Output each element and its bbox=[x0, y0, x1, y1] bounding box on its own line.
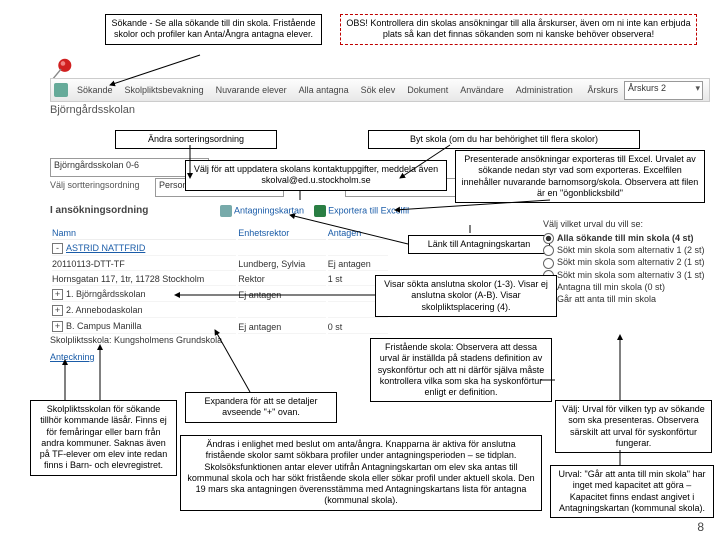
callout-bottom: Ändras i enlighet med beslut om anta/ång… bbox=[180, 435, 542, 511]
nav-sokande[interactable]: Sökande bbox=[77, 85, 113, 95]
callout-byt-skola: Byt skola (om du har behörighet till fle… bbox=[368, 130, 640, 149]
callout-contact: Välj för att uppdatera skolans kontaktup… bbox=[185, 160, 447, 191]
callout-excel: Presenterade ansökningar exporteras till… bbox=[455, 150, 705, 203]
anteckning-link[interactable]: Anteckning bbox=[50, 352, 95, 362]
main-toolbar: Sökande Skolpliktsbevakning Nuvarande el… bbox=[50, 78, 710, 102]
tab-antagningskartan[interactable]: Antagningskartan bbox=[220, 205, 304, 219]
toolbar-icon bbox=[54, 83, 68, 97]
table-row[interactable]: +2. Annebodaskolan bbox=[52, 304, 388, 318]
section-title: I ansökningsordning bbox=[50, 205, 148, 216]
table-row[interactable]: +B. Campus ManillaEj antagen0 st bbox=[52, 320, 388, 334]
expand-icon[interactable]: + bbox=[52, 321, 63, 332]
nav-skolplikt[interactable]: Skolpliktsbevakning bbox=[125, 85, 204, 95]
skolplikt-row: Skolpliktsskola: Kungsholmens Grundskola bbox=[50, 335, 222, 345]
sort-label: Välj sortteringsordning bbox=[50, 180, 140, 190]
callout-sort: Ändra sorteringsordning bbox=[115, 130, 277, 149]
nav-nuvarande[interactable]: Nuvarande elever bbox=[216, 85, 287, 95]
filter-option[interactable]: Sökt min skola som alternativ 2 (1 st) bbox=[543, 256, 708, 268]
filter-option[interactable]: Sökt min skola som alternativ 1 (2 st) bbox=[543, 244, 708, 256]
arskurs-label: Årskurs bbox=[587, 85, 618, 95]
filter-option[interactable]: Antagna till min skola (0 st) bbox=[543, 281, 708, 293]
expand-icon[interactable]: + bbox=[52, 305, 63, 316]
filter-panel: Välj vilket urval du vill se: Alla sökan… bbox=[543, 218, 708, 305]
excel-icon bbox=[314, 205, 326, 217]
table-row[interactable]: -ASTRID NATTFRID bbox=[52, 242, 388, 256]
applicant-table: NamnEnhetsrektorAntagen -ASTRID NATTFRID… bbox=[50, 225, 390, 336]
nav-admin[interactable]: Administration bbox=[516, 85, 573, 95]
table-row[interactable]: +1. BjörngårdsskolanEj antagen bbox=[52, 288, 388, 302]
page-number: 8 bbox=[697, 520, 704, 534]
filter-option[interactable]: Alla sökande till min skola (4 st) bbox=[543, 232, 708, 244]
callout-urval: Urval: "Går att anta till min skola" har… bbox=[550, 465, 714, 518]
table-row: Hornsgatan 117, 1tr, 11728 StockholmRekt… bbox=[52, 273, 388, 286]
filter-option[interactable]: Sökt min skola som alternativ 3 (1 st) bbox=[543, 269, 708, 281]
arskurs-select[interactable]: Årskurs 2 bbox=[624, 81, 703, 100]
callout-fristaende: Fristående skola: Observera att dessa ur… bbox=[370, 338, 552, 402]
map-icon bbox=[220, 205, 232, 217]
nav-antagna[interactable]: Alla antagna bbox=[299, 85, 349, 95]
nav-anvandare[interactable]: Användare bbox=[460, 85, 504, 95]
callout-valj: Välj: Urval för vilken typ av sökande so… bbox=[555, 400, 712, 453]
callout-visar: Visar sökta anslutna skolor (1-3). Visar… bbox=[375, 275, 557, 317]
callout-top-right: OBS! Kontrollera din skolas ansökningar … bbox=[340, 14, 697, 45]
nav-sok[interactable]: Sök elev bbox=[361, 85, 396, 95]
nav-dokument[interactable]: Dokument bbox=[407, 85, 448, 95]
table-row: 20110113-DTT-TFLundberg, SylviaEj antage… bbox=[52, 258, 388, 271]
expand-icon[interactable]: + bbox=[52, 289, 63, 300]
school-name: Björngårdsskolan bbox=[50, 104, 135, 116]
callout-skolplikt: Skolpliktsskolan för sökande tillhör kom… bbox=[30, 400, 177, 476]
filter-option[interactable]: Går att anta till min skola bbox=[543, 293, 708, 305]
callout-antag-link: Länk till Antagningskartan bbox=[408, 235, 550, 254]
callout-top-left: Sökande - Se alla sökande till din skola… bbox=[105, 14, 322, 45]
callout-expand: Expandera för att se detaljer avseende "… bbox=[185, 392, 337, 423]
filter-title: Välj vilket urval du vill se: bbox=[543, 218, 708, 230]
expand-icon[interactable]: - bbox=[52, 243, 63, 254]
tab-export[interactable]: Exportera till Excelfil bbox=[314, 205, 409, 219]
